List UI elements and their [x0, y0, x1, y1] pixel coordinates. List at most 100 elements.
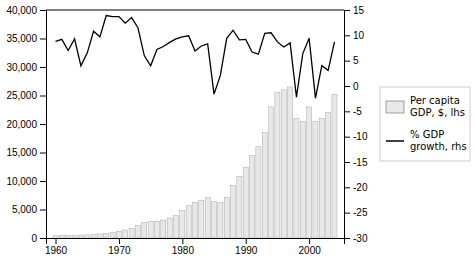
tick-label: -10	[353, 131, 368, 142]
bar	[66, 235, 71, 238]
tick-mark	[56, 238, 57, 244]
bar	[173, 216, 178, 238]
tick-mark	[344, 213, 350, 214]
tick: -25	[344, 207, 368, 218]
tick: -20	[344, 182, 368, 193]
bar	[243, 167, 248, 238]
tick-mark	[40, 67, 46, 68]
tick-label: 1960	[45, 245, 68, 256]
bar	[294, 118, 299, 238]
tick-label: 35,000	[6, 33, 37, 44]
tick-mark	[40, 10, 46, 11]
tick-label: 10,000	[6, 176, 37, 187]
tick-mark	[344, 61, 350, 62]
tick-mark	[309, 238, 310, 244]
tick-label: 30,000	[6, 62, 37, 73]
bar	[59, 235, 64, 238]
tick: -30	[344, 233, 368, 244]
bar	[135, 225, 140, 238]
bar	[218, 203, 223, 238]
bar	[110, 233, 115, 238]
tick: -5	[344, 106, 362, 117]
bar	[332, 94, 337, 238]
frame	[46, 10, 344, 11]
bar-series	[53, 87, 337, 238]
bar	[142, 223, 147, 238]
bar	[307, 107, 312, 238]
bar	[180, 211, 185, 238]
bar	[231, 186, 236, 238]
tick-label: 15,000	[6, 147, 37, 158]
bar	[97, 234, 102, 238]
tick: 2000	[299, 238, 322, 256]
tick-mark	[344, 111, 350, 112]
tick-mark	[344, 86, 350, 87]
tick-mark	[182, 238, 183, 244]
plot: 1960 1970 1980 1990 2000 0 5,000 10,000 15,000 20…	[6, 5, 367, 256]
legend: Per capitaGDP, $, lhs % GDPgrowth, rhs	[380, 87, 470, 161]
tick: 15	[344, 5, 365, 16]
tick: 15,000	[6, 147, 46, 158]
tick: 1970	[108, 238, 131, 256]
tick: 5,000	[12, 204, 46, 215]
tick-label: 1980	[172, 245, 195, 256]
bar	[192, 203, 197, 238]
tick-label: 40,000	[6, 5, 37, 16]
axis-line	[40, 11, 47, 239]
tick-label: 2000	[299, 245, 322, 256]
tick: 25,000	[6, 90, 46, 101]
tick-mark	[344, 10, 350, 11]
bar	[91, 234, 96, 238]
tick-label: 5,000	[12, 204, 37, 215]
y-axis: 0 5,000 10,000 15,000 20,000 25,000 30,000 35,0…	[6, 5, 46, 244]
tick-label: -5	[353, 106, 362, 117]
tick-label: 20,000	[6, 119, 37, 130]
tick-mark	[40, 39, 46, 40]
tick-label: 0	[31, 233, 37, 244]
bar	[256, 147, 261, 238]
bar	[129, 228, 134, 238]
bar	[224, 198, 229, 238]
bar	[281, 90, 286, 238]
tick-mark	[40, 181, 46, 182]
bar	[199, 200, 204, 238]
tick-mark	[344, 187, 350, 188]
bar	[104, 233, 109, 238]
tick: 1990	[235, 238, 258, 256]
bar	[72, 235, 77, 238]
bar	[211, 202, 216, 238]
bar	[262, 133, 267, 238]
tick-label: 25,000	[6, 90, 37, 101]
tick-mark	[40, 96, 46, 97]
bar	[269, 107, 274, 238]
tick-label: 1990	[235, 245, 258, 256]
line	[56, 16, 335, 99]
bar	[237, 176, 242, 238]
bar	[85, 235, 90, 238]
tick: -15	[344, 157, 368, 168]
bar	[250, 155, 255, 238]
axis-line	[47, 239, 345, 245]
tick-mark	[40, 124, 46, 125]
legend-swatch	[386, 101, 404, 113]
tick-label: -20	[353, 182, 368, 193]
legend-label: Per capitaGDP, $, lhs	[410, 95, 465, 118]
tick-label: 0	[353, 81, 359, 92]
bar	[319, 118, 324, 238]
bar	[161, 220, 166, 238]
marks	[53, 16, 337, 238]
tick-mark	[344, 137, 350, 138]
tick-label: -15	[353, 157, 368, 168]
tick-mark	[344, 238, 350, 239]
tick: 10,000	[6, 176, 46, 187]
legend-item: % GDPgrowth, rhs	[386, 129, 467, 152]
tick: 40,000	[6, 5, 46, 16]
tick: 30,000	[6, 62, 46, 73]
tick-mark	[119, 238, 120, 244]
bar	[275, 93, 280, 238]
bar	[123, 230, 128, 238]
bar	[288, 87, 293, 238]
x-axis: 1960 1970 1980 1990 2000	[45, 238, 345, 256]
y2-axis: -30-25-20-15-10-5051015	[344, 5, 368, 244]
tick: 0	[344, 81, 359, 92]
